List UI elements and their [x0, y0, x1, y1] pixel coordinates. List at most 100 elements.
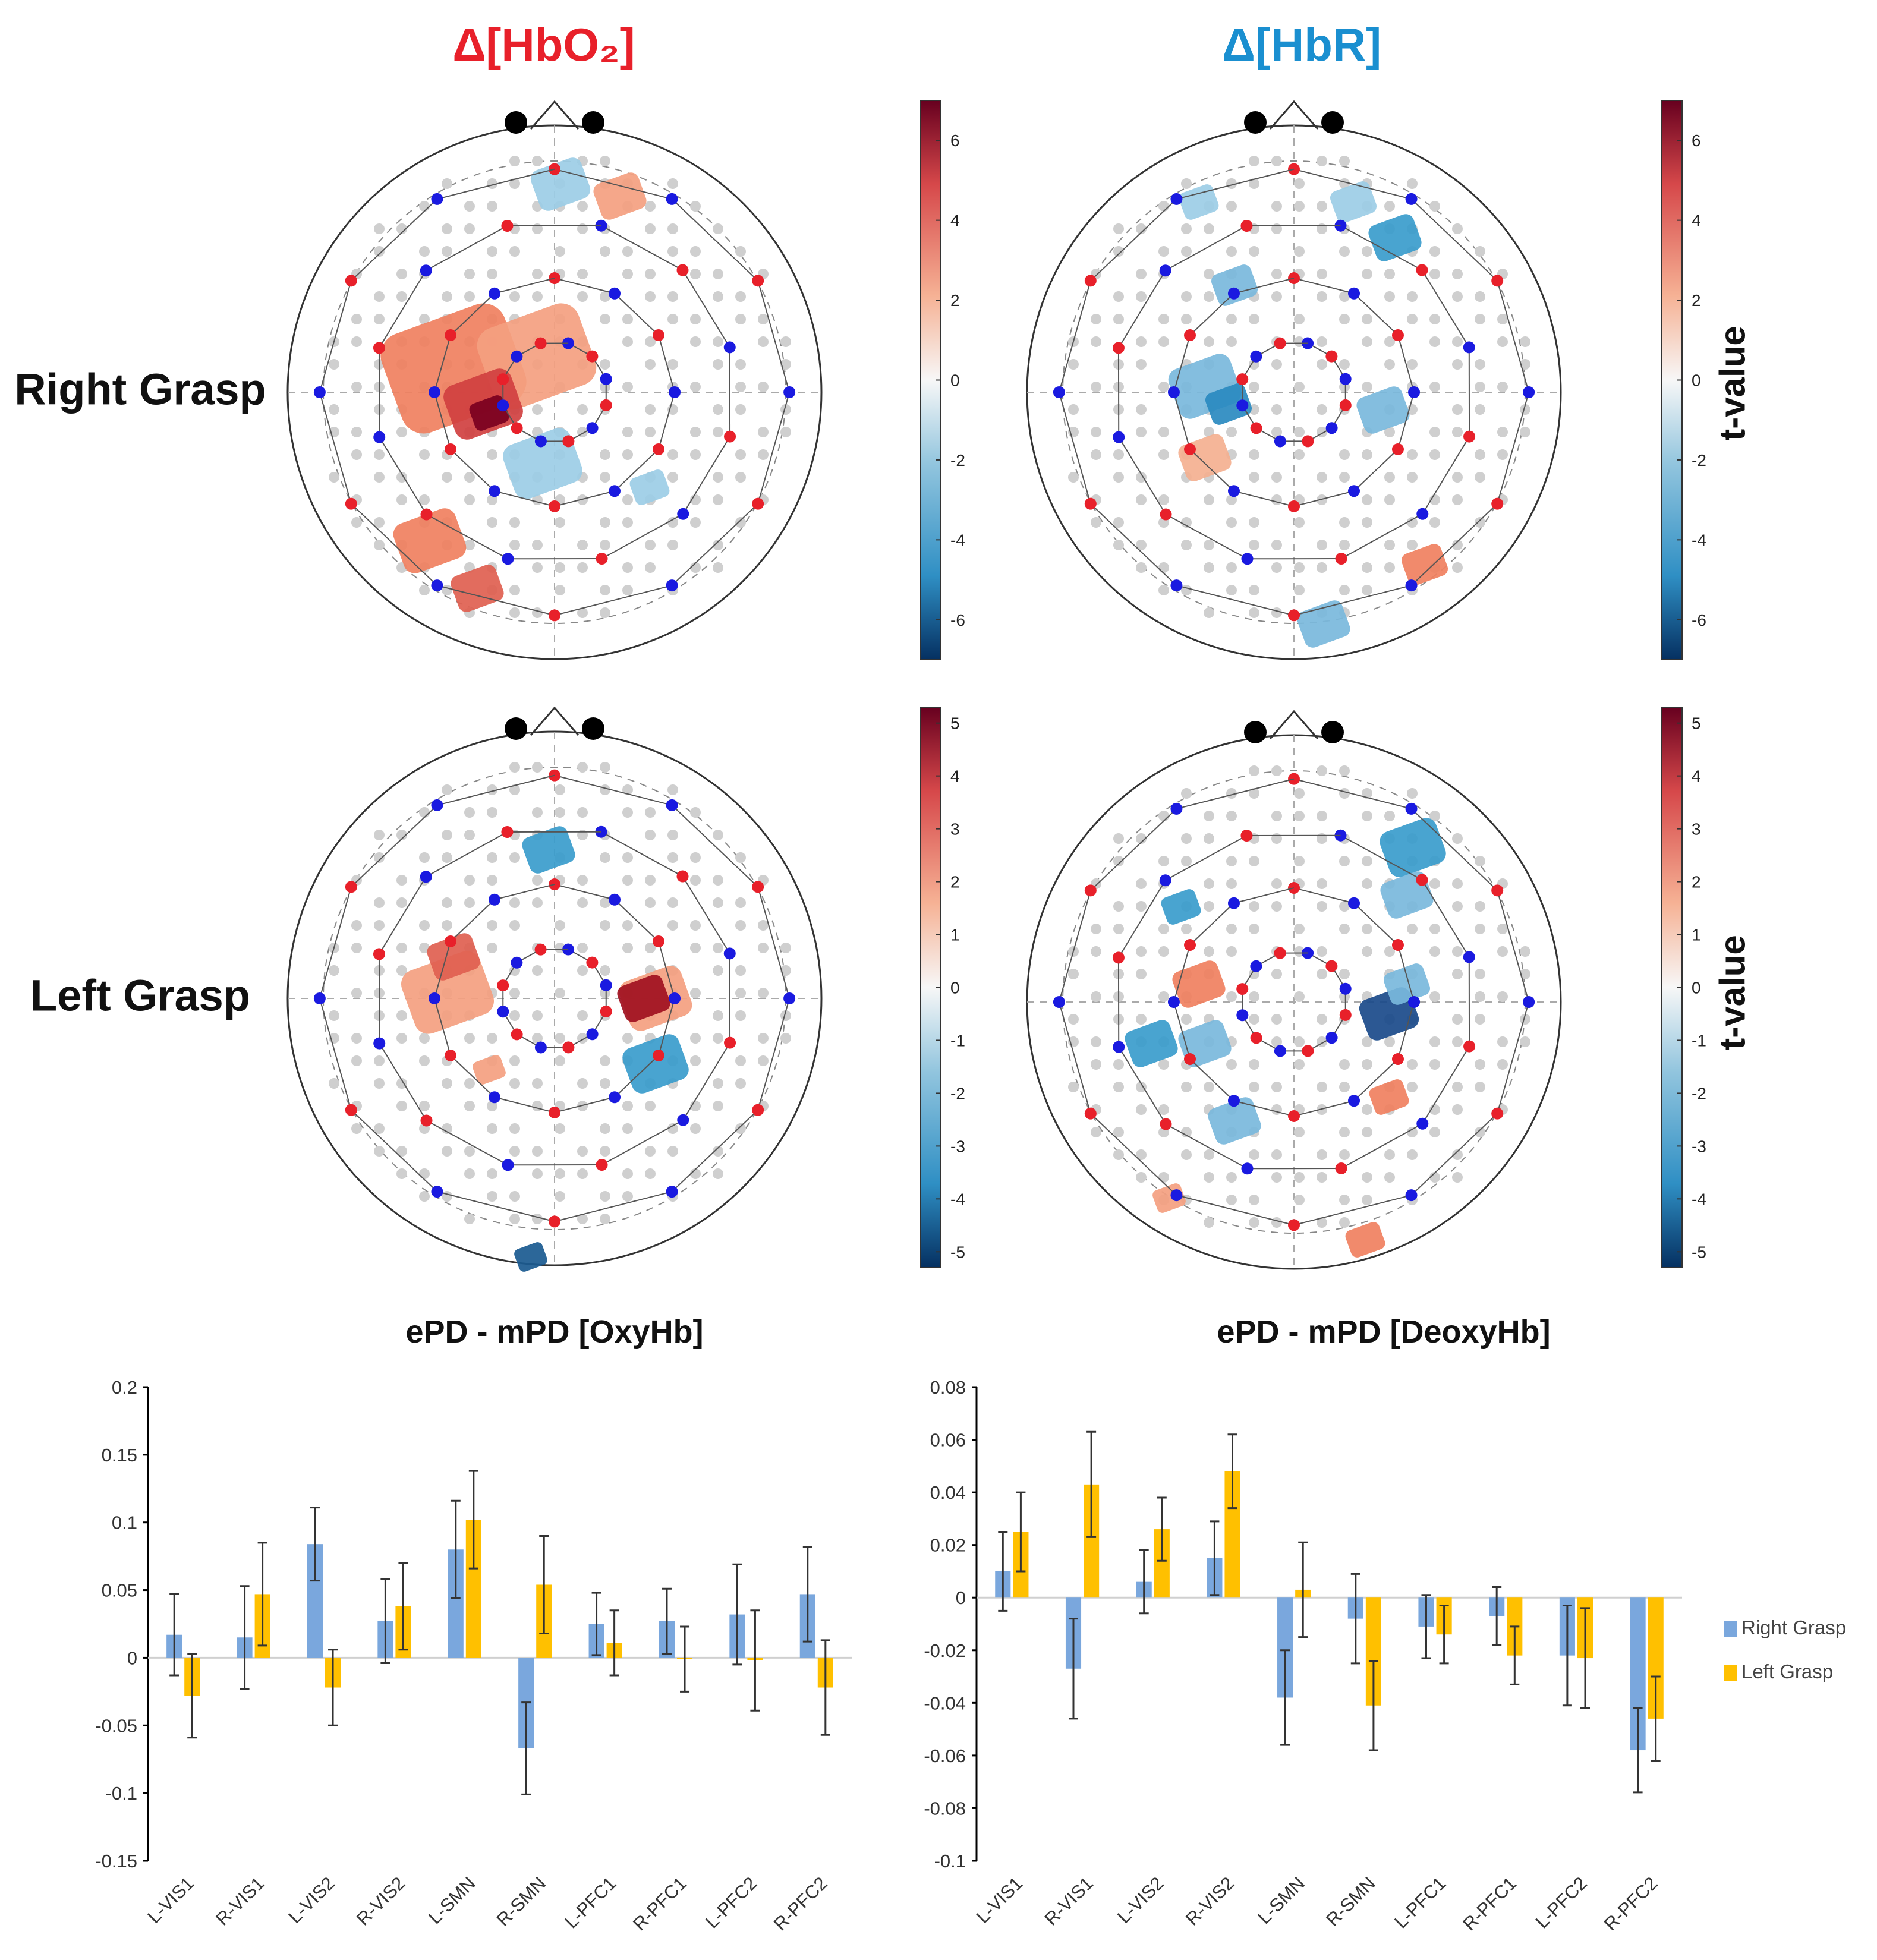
- channel-dot: [1181, 246, 1192, 257]
- optode-link: [379, 1043, 427, 1121]
- head-map: 6 4 2 0 -2 -4 -6: [1026, 100, 1706, 660]
- detector-optode: [1274, 435, 1286, 448]
- y-tick-label: 0.06: [930, 1430, 966, 1451]
- channel-dot: [419, 1101, 430, 1111]
- x-tick-label: R-VIS1: [212, 1873, 268, 1929]
- channel-dot: [713, 472, 723, 483]
- detector-optode: [677, 508, 689, 520]
- channel-dot: [1339, 472, 1350, 483]
- optode-link: [450, 449, 495, 491]
- channel-dot: [487, 943, 497, 953]
- optode-link: [1293, 585, 1412, 616]
- channel-dot: [329, 1078, 339, 1089]
- source-optode: [1302, 1045, 1314, 1057]
- channel-dot: [1294, 856, 1305, 866]
- channel-dot: [1249, 924, 1259, 934]
- channel-dot: [1452, 1149, 1463, 1160]
- colorbar-tick-label: -4: [950, 1190, 965, 1208]
- channel-dot: [1429, 201, 1440, 212]
- channel-dot: [1181, 924, 1192, 934]
- channel-dot: [1091, 991, 1101, 1002]
- source-optode: [596, 1159, 608, 1171]
- channel-dot: [487, 807, 497, 818]
- channel-dot: [1475, 472, 1485, 483]
- channel-dot: [713, 1101, 723, 1111]
- channel-dot: [532, 1101, 543, 1111]
- channel-dot: [396, 1078, 407, 1089]
- source-optode: [1335, 553, 1347, 565]
- source-optode: [1491, 884, 1504, 897]
- detector-optode: [502, 553, 514, 565]
- detector-optode: [1159, 874, 1171, 887]
- colorbar-tick-label: 3: [950, 820, 960, 839]
- optode-link: [1176, 1195, 1295, 1226]
- channel-dot: [1452, 540, 1463, 550]
- nose-icon: [530, 100, 580, 130]
- channel-dot: [555, 920, 565, 931]
- x-tick-label: L-PFC1: [560, 1873, 620, 1932]
- channel-dot: [1475, 359, 1485, 370]
- source-optode: [501, 825, 514, 838]
- source-optode: [1160, 508, 1172, 521]
- channel-dot: [1091, 1036, 1101, 1047]
- channel-dot: [1497, 314, 1508, 324]
- detector-optode: [609, 485, 621, 497]
- channel-dot: [509, 1191, 520, 1202]
- channel-dot: [396, 830, 407, 840]
- channel-dot: [1113, 223, 1124, 234]
- optode-link: [1189, 293, 1234, 336]
- source-optode: [445, 443, 457, 455]
- channel-dot: [622, 784, 633, 795]
- channel-dot: [1475, 314, 1485, 324]
- channel-dot: [555, 1191, 565, 1202]
- channel-dot: [509, 1146, 520, 1157]
- optode-link: [1353, 449, 1399, 491]
- optode-link: [1233, 278, 1295, 294]
- channel-dot: [1181, 1014, 1192, 1025]
- channel-dot: [1271, 404, 1282, 415]
- channel-dot: [509, 585, 520, 595]
- optode-link: [1421, 270, 1470, 348]
- detector-optode: [1170, 579, 1183, 592]
- channel-dot: [1339, 1059, 1350, 1070]
- activation-region: [1330, 181, 1377, 223]
- channel-dot: [1362, 1195, 1372, 1205]
- source-optode: [1391, 443, 1404, 455]
- channel-dot: [1407, 924, 1418, 934]
- channel-dot: [1271, 291, 1282, 302]
- legend-label: Left Grasp: [1741, 1660, 1833, 1682]
- detector-optode: [534, 1041, 547, 1054]
- channel-dot: [1452, 901, 1463, 912]
- channel-dot: [1497, 1059, 1508, 1070]
- optode-link: [1233, 490, 1295, 507]
- channel-dot: [577, 1168, 588, 1179]
- channel-dot: [1226, 201, 1237, 212]
- optode-link: [1090, 1113, 1177, 1196]
- detector-optode: [1170, 1189, 1183, 1202]
- channel-dot: [1362, 788, 1372, 799]
- channel-dot: [442, 178, 452, 189]
- optode-link: [351, 805, 438, 888]
- hbr-column-title: Δ[HbR]: [1221, 18, 1382, 71]
- channel-dot: [1475, 991, 1485, 1002]
- optode-link: [671, 503, 758, 586]
- channel-dot: [419, 1191, 430, 1202]
- source-optode: [1391, 1053, 1404, 1065]
- channel-dot: [1181, 223, 1192, 234]
- channel-dot: [622, 1101, 633, 1111]
- channel-dot: [645, 807, 656, 818]
- optode-link: [351, 1109, 438, 1192]
- source-optode: [1288, 1110, 1300, 1122]
- channel-dot: [645, 201, 656, 212]
- detector-optode: [1274, 1045, 1286, 1057]
- detector-optode: [586, 1028, 599, 1041]
- detector-optode: [373, 431, 386, 443]
- optode-link: [450, 1055, 495, 1098]
- channel-dot: [509, 517, 520, 528]
- channel-dot: [1407, 1127, 1418, 1137]
- channel-dot: [1204, 427, 1214, 437]
- channel-dot: [1204, 223, 1214, 234]
- channel-dot: [1384, 427, 1395, 437]
- x-tick-label: L-SMN: [424, 1873, 480, 1928]
- source-optode: [1236, 373, 1249, 386]
